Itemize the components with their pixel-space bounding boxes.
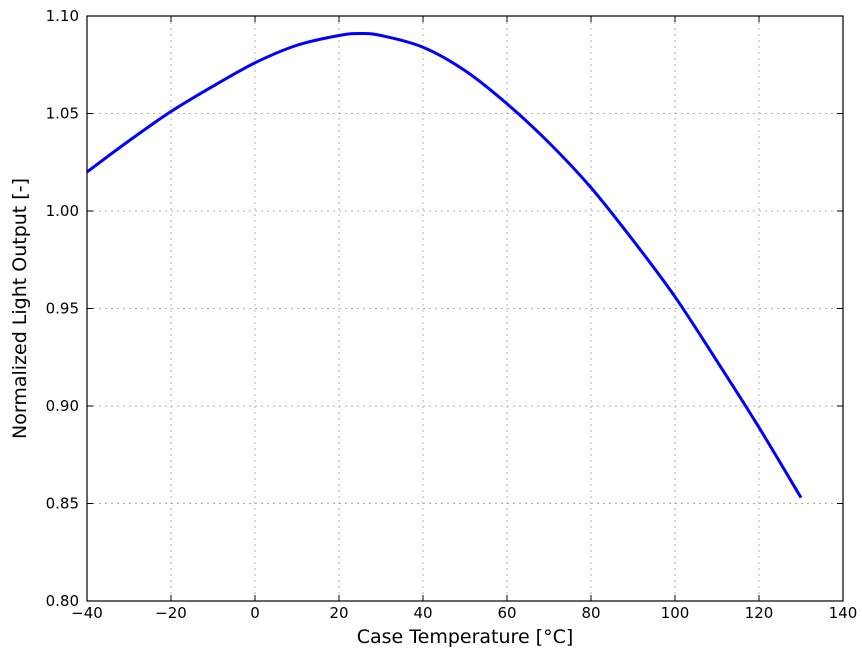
grid bbox=[87, 16, 843, 601]
series-layer bbox=[86, 32, 803, 499]
y-tick-label: 1.00 bbox=[46, 202, 79, 220]
y-tick-label: 0.85 bbox=[46, 495, 79, 513]
x-tick-label: 100 bbox=[661, 604, 690, 622]
y-tick-label: 0.80 bbox=[46, 592, 79, 610]
x-tick-label: 120 bbox=[745, 604, 774, 622]
series-line-0 bbox=[86, 32, 803, 499]
x-tick-label: 20 bbox=[329, 604, 348, 622]
y-tick-label: 0.90 bbox=[46, 397, 79, 415]
y-tick-label: 0.95 bbox=[46, 300, 79, 318]
x-tick-label: 140 bbox=[829, 604, 858, 622]
x-tick-label: 40 bbox=[413, 604, 432, 622]
x-axis-title: Case Temperature [°C] bbox=[357, 626, 574, 648]
x-tick-label: −40 bbox=[71, 604, 103, 622]
ticks: −40 −20 0 20 40 60 80 100 120 140 0.80 0.85 0.90 0.95… bbox=[46, 7, 858, 622]
x-tick-label: 60 bbox=[497, 604, 516, 622]
x-tick-label: 80 bbox=[581, 604, 600, 622]
x-tick-label: −20 bbox=[155, 604, 187, 622]
y-axis-title: Normalized Light Output [-] bbox=[9, 178, 31, 439]
x-tick-label: 0 bbox=[250, 604, 260, 622]
y-tick-label: 1.05 bbox=[46, 105, 79, 123]
y-tick-label: 1.10 bbox=[46, 7, 79, 25]
